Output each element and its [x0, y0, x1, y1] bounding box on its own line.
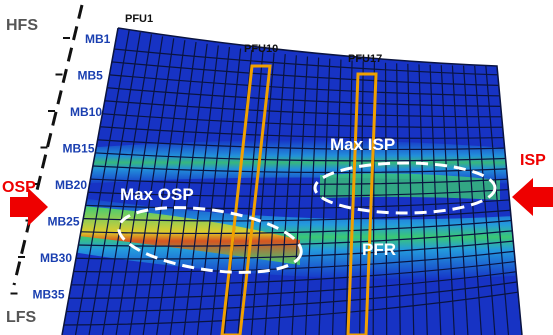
mb-label: MB30: [40, 251, 72, 265]
mb-label: MB20: [55, 178, 87, 192]
mb-label: MB25: [48, 215, 80, 229]
mb-label: MB5: [78, 69, 104, 83]
max-osp-label: Max OSP: [120, 185, 194, 204]
pfu-label: PFU17: [348, 53, 382, 65]
pfu-label: PFU10: [244, 43, 278, 55]
heat-flux-map: HFS LFS OSP ISP PFU1 PFU10 PFU17 Max ISP…: [0, 0, 553, 335]
osp-label: OSP: [2, 179, 36, 196]
mb-label: MB15: [63, 142, 95, 156]
hfs-label: HFS: [6, 17, 38, 34]
isp-arrow: [512, 178, 553, 216]
pfr-label: PFR: [362, 240, 396, 259]
mb-label: MB35: [33, 288, 65, 302]
pfu-label: PFU1: [125, 13, 153, 25]
max-isp-label: Max ISP: [330, 135, 395, 154]
lfs-label: LFS: [6, 309, 37, 326]
mb-label: MB10: [70, 105, 102, 119]
isp-label: ISP: [520, 152, 546, 169]
mb-label: MB1: [85, 32, 111, 46]
